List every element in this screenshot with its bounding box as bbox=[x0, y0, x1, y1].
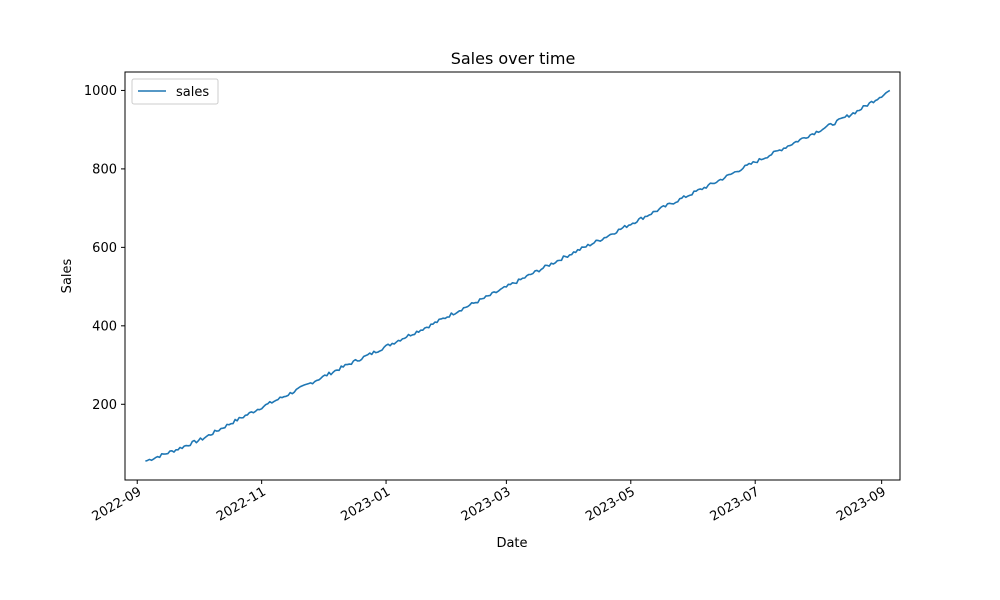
y-tick-label: 1000 bbox=[84, 84, 117, 99]
legend: sales bbox=[131, 78, 219, 105]
series-line-sales bbox=[145, 89, 891, 462]
x-axis-label: Date bbox=[496, 536, 527, 551]
y-axis-ticks: 200 400 600 800 1000 bbox=[84, 84, 125, 413]
plot-area bbox=[125, 72, 900, 480]
y-axis-label: Sales bbox=[60, 258, 75, 293]
plot-frame bbox=[124, 71, 901, 481]
chart-title: Sales over time bbox=[451, 49, 576, 68]
y-tick-label: 400 bbox=[92, 319, 117, 334]
y-tick-label: 200 bbox=[92, 398, 117, 413]
legend-box bbox=[131, 78, 219, 105]
legend-label-sales: sales bbox=[176, 85, 209, 100]
y-tick-label: 800 bbox=[92, 162, 117, 177]
y-tick-label: 600 bbox=[92, 241, 117, 256]
